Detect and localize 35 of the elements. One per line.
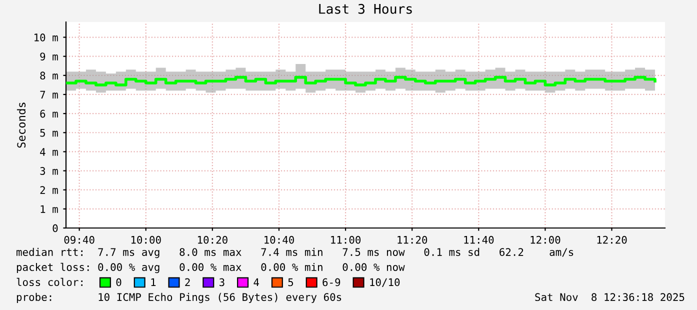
text: probe: 10 ICMP Echo Pings (56 Bytes) every 60s: [16, 292, 342, 304]
y-tick-label: 0: [52, 224, 58, 232]
legend-label: 1: [151, 278, 156, 286]
legend-label: 0: [116, 278, 122, 286]
legend-label: 5: [288, 278, 294, 286]
y-tick-label: 1 m: [40, 205, 58, 213]
y-tick-label: 5 m: [40, 129, 58, 137]
text: median rtt: 7.7 ms avg 8.0 ms max 7.4 ms min 7.5 ms now 0.1 ms sd 62.2 am/s: [16, 248, 574, 258]
legend-title: loss color:: [16, 278, 82, 286]
y-tick-label: 8 m: [40, 72, 58, 80]
y-tick-label: 3 m: [40, 167, 58, 175]
text: packet loss: 0.00 % avg 0.00 % max 0.00 % min 0.00 % now: [16, 262, 405, 274]
y-tick-label: 6 m: [40, 110, 58, 118]
x-tick-label: 11:00: [331, 236, 361, 244]
legend-label: 4: [254, 278, 259, 286]
legend-label: 10/10: [370, 278, 400, 287]
x-tick-label: 12:20: [597, 236, 627, 244]
x-tick-label: 10:00: [131, 236, 161, 244]
y-tick-label: 9 m: [40, 52, 58, 60]
legend-label: 2: [185, 278, 190, 286]
x-tick-label: 12:00: [530, 236, 560, 244]
legend-label: 6-9: [322, 278, 340, 286]
y-axis-title: Seconds: [16, 102, 26, 148]
text: Sat Nov 8 12:36:18 2025: [535, 293, 684, 302]
y-tick-label: 2 m: [40, 186, 58, 194]
x-tick-label: 10:20: [198, 236, 228, 244]
x-tick-label: 11:40: [464, 236, 494, 244]
y-tick-label: 10 m: [34, 34, 58, 42]
y-tick-label: 4 m: [40, 148, 58, 156]
x-tick-label: 10:40: [264, 236, 294, 244]
legend-label: 3: [220, 278, 224, 286]
y-tick-label: 7 m: [40, 90, 58, 98]
chart-title: Last 3 Hours: [319, 4, 412, 14]
x-tick-label: 09:40: [64, 236, 94, 244]
x-tick-label: 11:20: [398, 236, 428, 244]
